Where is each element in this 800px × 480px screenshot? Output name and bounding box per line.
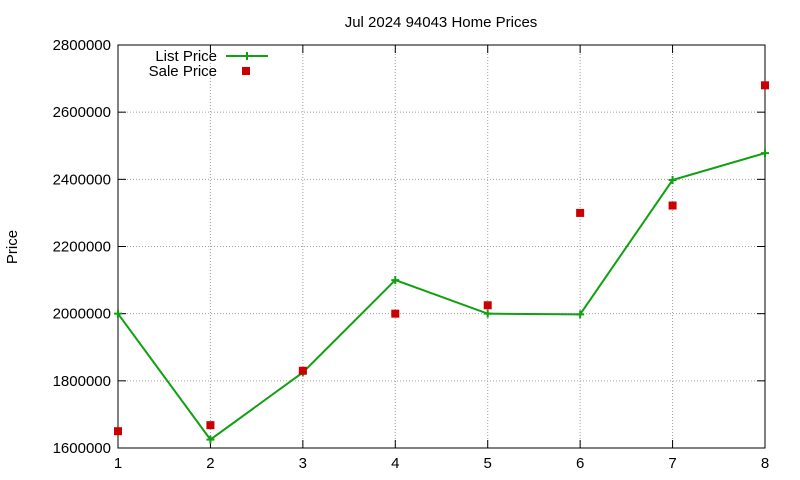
- y-axis-label: Price: [4, 230, 21, 264]
- list-price-line: [117, 152, 766, 441]
- sale-price-point: [483, 301, 492, 310]
- list-price-point: [483, 309, 492, 318]
- legend-marker-sale-price: [242, 67, 250, 75]
- list-price-point: [391, 276, 400, 285]
- x-tick-label: 2: [206, 455, 214, 472]
- x-tick-label: 3: [299, 455, 307, 472]
- legend-point-list-price: [243, 52, 251, 60]
- sale-price-point: [761, 81, 769, 90]
- legend-label-list-price: List Price: [155, 48, 217, 65]
- x-tick-label: 8: [761, 455, 769, 472]
- y-tick-label: 2400000: [53, 171, 111, 188]
- x-tick-label: 1: [114, 455, 122, 472]
- list-price-point: [114, 309, 122, 318]
- sale-price-point: [668, 201, 677, 210]
- sale-price-point: [114, 427, 122, 436]
- sale-price-point: [206, 421, 215, 430]
- list-price-point: [761, 149, 769, 158]
- legend-label-sale-price: Sale Price: [149, 63, 217, 80]
- sale-price-point: [576, 208, 585, 217]
- list-price-point: [576, 310, 585, 319]
- list-price-point: [206, 435, 215, 444]
- chart-title: Jul 2024 94043 Home Prices: [345, 14, 538, 31]
- x-tick-label: 4: [391, 455, 399, 472]
- y-tick-label: 1800000: [53, 373, 111, 390]
- legend: List Price Sale Price: [149, 48, 268, 80]
- list-price-point: [668, 176, 677, 185]
- x-tick-label: 6: [576, 455, 584, 472]
- grid-layer: [118, 45, 765, 448]
- y-tick-label: 2600000: [53, 104, 111, 121]
- y-tick-label: 2800000: [53, 37, 111, 54]
- x-tick-label: 7: [668, 455, 676, 472]
- y-tick-label: 1600000: [53, 440, 111, 457]
- series-layer: [114, 81, 769, 444]
- sale-price-point: [298, 366, 307, 375]
- y-tick-label: 2000000: [53, 306, 111, 323]
- y-tick-label: 2200000: [53, 239, 111, 256]
- ticks-layer: 1600000 1800000 2000000 2200000 2400000 26000…: [53, 37, 770, 472]
- x-tick-label: 5: [484, 455, 492, 472]
- sale-price-point: [391, 309, 400, 318]
